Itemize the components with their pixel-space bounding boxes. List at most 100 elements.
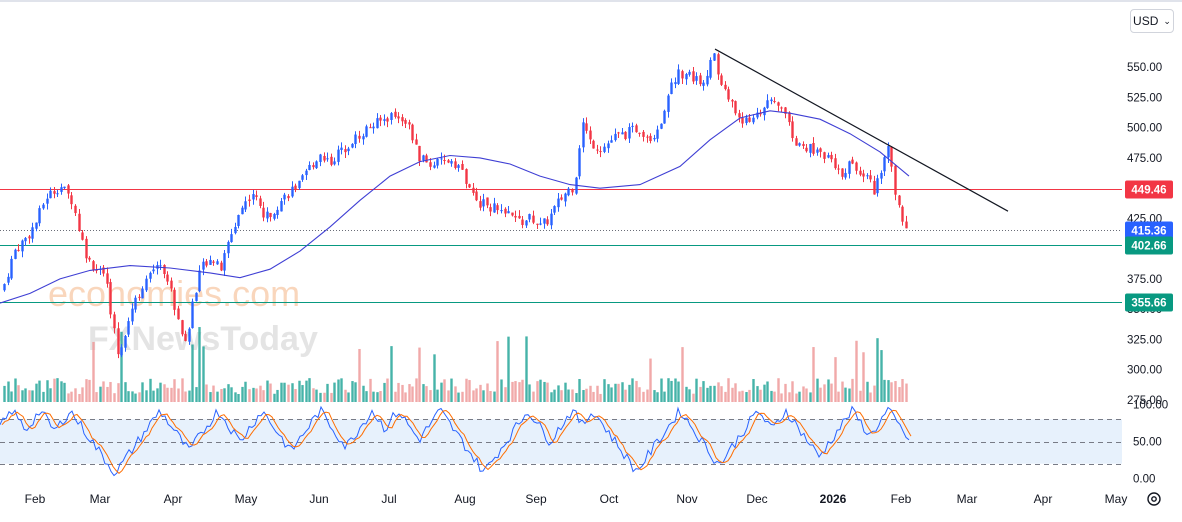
volume-bar: [53, 378, 56, 402]
candle-body: [837, 168, 840, 170]
volume-bar: [184, 391, 187, 402]
volume-bar: [667, 378, 670, 402]
volume-bar: [273, 393, 276, 402]
candle-body: [550, 213, 553, 226]
volume-bar: [784, 383, 787, 402]
candle-body: [635, 125, 638, 133]
volume-bar: [894, 381, 897, 402]
candle-body: [252, 194, 255, 200]
candle-body: [688, 71, 691, 75]
volume-bar: [837, 391, 840, 402]
level-badge-label: 355.66: [1131, 298, 1166, 310]
candle-body: [819, 148, 822, 152]
candle-body: [369, 127, 372, 129]
candle-body: [812, 142, 815, 154]
volume-bar: [766, 381, 769, 402]
volume-bar: [859, 390, 862, 402]
volume-bar: [546, 382, 549, 402]
candle-body: [315, 161, 318, 169]
volume-bar: [507, 336, 510, 402]
price-tick-label: 275.00: [1127, 395, 1162, 407]
volume-bar: [347, 392, 350, 402]
time-tick-label: Mar: [90, 492, 111, 506]
candle-body: [10, 258, 13, 279]
candle-body: [454, 161, 457, 168]
volume-bar: [106, 386, 109, 402]
volume-bar: [727, 378, 730, 402]
volume-bar: [411, 386, 414, 402]
gear-icon[interactable]: [1145, 490, 1163, 508]
volume-bar: [386, 378, 389, 402]
candle-body: [823, 152, 826, 159]
candle-body: [518, 215, 521, 219]
candle-body: [607, 143, 610, 149]
volume-bar: [305, 380, 308, 402]
volume-bar: [74, 388, 77, 402]
candle-body: [56, 193, 59, 195]
volume-bar: [567, 389, 570, 402]
volume-bar: [674, 378, 677, 402]
candle-body: [617, 132, 620, 134]
volume-bar: [493, 391, 496, 402]
candle-body: [323, 155, 326, 161]
candle-body: [429, 162, 432, 167]
volume-bar: [440, 382, 443, 402]
time-tick-label: Apr: [164, 492, 183, 506]
candle-body: [500, 210, 503, 212]
candle-body: [489, 207, 492, 212]
volume-bar: [709, 385, 712, 402]
volume-bar: [138, 392, 141, 402]
candle-body: [184, 333, 187, 342]
volume-bar: [823, 384, 826, 402]
candle-body: [898, 195, 901, 206]
volume-bar: [181, 378, 184, 402]
candle-body: [859, 170, 862, 175]
time-tick-label: May: [1105, 492, 1128, 506]
candle-body: [195, 292, 198, 302]
volume-bar: [528, 384, 531, 402]
volume-bar: [255, 388, 258, 402]
stochastic-axis: 0.00 50.00 100.00: [1133, 400, 1168, 486]
volume-bar: [394, 391, 397, 402]
volume-bar: [283, 382, 286, 402]
volume-bar: [472, 390, 475, 402]
candle-body: [436, 158, 439, 166]
candle-body: [14, 249, 17, 259]
volume-bar: [805, 388, 808, 402]
volume-bar: [770, 390, 773, 402]
volume-bar: [362, 385, 365, 402]
candle-body: [227, 241, 230, 254]
candle-body: [166, 274, 169, 282]
volume-bar: [291, 383, 294, 402]
trendline[interactable]: [714, 48, 1009, 212]
candle-body: [38, 208, 41, 224]
candle-body: [504, 208, 507, 214]
candle-body: [777, 102, 780, 106]
volume-bar: [49, 388, 52, 402]
volume-bar: [777, 378, 780, 402]
candle-body: [433, 165, 436, 168]
candle-body: [873, 180, 876, 195]
volume-bar: [880, 350, 883, 402]
volume-bar: [113, 393, 116, 402]
currency-selector[interactable]: USD ⌄: [1130, 9, 1174, 33]
volume-bar: [429, 390, 432, 402]
candle-body: [642, 131, 645, 137]
volume-bar: [745, 392, 748, 402]
volume-bar: [166, 387, 169, 402]
candle-body: [589, 130, 592, 140]
candle-body: [685, 74, 688, 80]
volume-bar: [560, 390, 563, 402]
time-tick-label: Aug: [454, 492, 475, 506]
volume-bar: [259, 385, 262, 402]
candle-body: [113, 314, 116, 329]
volume-bar: [681, 347, 684, 402]
volume-bar: [677, 381, 680, 402]
candle-body: [379, 117, 382, 121]
volume-bar: [873, 385, 876, 402]
volume-bar: [308, 378, 311, 402]
candle-body: [465, 169, 468, 184]
price-tick-label: 475.00: [1127, 153, 1162, 165]
time-tick-label: Sep: [525, 492, 547, 506]
